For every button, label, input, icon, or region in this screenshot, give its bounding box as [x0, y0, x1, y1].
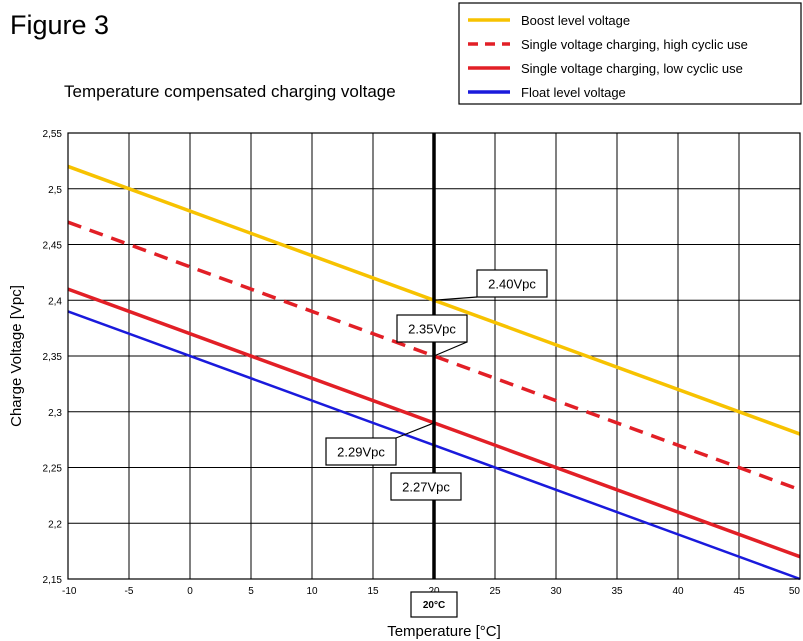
callout-leader — [395, 422, 435, 439]
x-tick-label: 30 — [550, 586, 562, 597]
y-tick-label: 2,35 — [43, 352, 63, 363]
callout-label: 2.27Vpc — [402, 480, 450, 495]
legend-entry-label: Single voltage charging, high cyclic use — [521, 37, 748, 52]
callout-box — [325, 437, 397, 466]
x-tick-label: 10 — [306, 586, 318, 597]
callout-leader — [433, 296, 478, 301]
legend-entry-label: Single voltage charging, low cyclic use — [521, 61, 743, 76]
x-tick-label: 40 — [672, 586, 684, 597]
x-tick-label: 5 — [248, 586, 254, 597]
x-tick-label: 50 — [789, 586, 801, 597]
callout-label: 2.29Vpc — [337, 445, 385, 460]
y-tick-label: 2,15 — [43, 575, 63, 586]
y-tick-label: 2,3 — [48, 408, 62, 419]
callout-box — [396, 314, 468, 343]
legend-box — [458, 2, 802, 105]
y-tick-label: 2,2 — [48, 519, 62, 530]
x-axis-title: Temperature [°C] — [387, 623, 501, 640]
y-tick-label: 2,5 — [48, 185, 62, 196]
legend-entry-label: Float level voltage — [521, 85, 626, 100]
y-tick-label: 2,45 — [43, 241, 63, 252]
y-tick-label: 2,55 — [43, 129, 63, 140]
reference-marker-box — [410, 591, 458, 618]
x-tick-label: 45 — [733, 586, 745, 597]
y-tick-label: 2,25 — [43, 464, 63, 475]
callout-box — [390, 472, 462, 501]
reference-marker-label: 20°C — [423, 600, 445, 611]
callout-leader — [433, 341, 468, 357]
y-axis-title: Charge Voltage [Vpc] — [8, 285, 25, 427]
callout-label: 2.40Vpc — [488, 277, 536, 292]
x-tick-label: -10 — [62, 586, 77, 597]
callout-label: 2.35Vpc — [408, 322, 456, 337]
callout-box — [476, 269, 548, 298]
x-tick-label: 15 — [367, 586, 379, 597]
legend-entry-label: Boost level voltage — [521, 13, 630, 28]
y-tick-label: 2,4 — [48, 296, 62, 307]
x-tick-label: 25 — [489, 586, 501, 597]
x-tick-label: 35 — [611, 586, 623, 597]
series-line-2 — [67, 220, 801, 492]
x-tick-label: -5 — [125, 586, 134, 597]
x-tick-label: 0 — [187, 586, 193, 597]
figure-label: Figure 3 — [10, 10, 110, 40]
chart-title: Temperature compensated charging voltage — [64, 82, 396, 101]
